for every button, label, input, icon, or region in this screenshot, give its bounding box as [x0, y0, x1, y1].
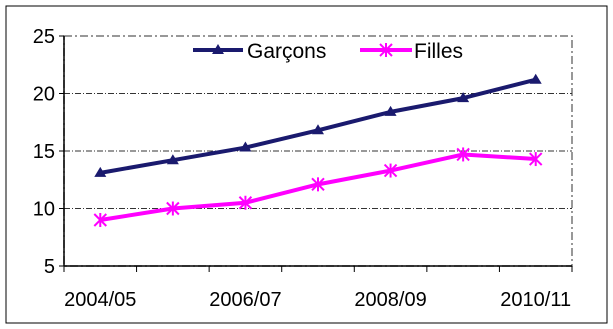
legend-marker-filles [379, 43, 393, 57]
x-tick-label: 2010/11 [500, 289, 571, 311]
data-point-garcons [312, 124, 324, 135]
y-tick-label: 25 [33, 26, 55, 48]
y-tick-label: 10 [33, 199, 55, 221]
data-point-filles [383, 163, 398, 178]
legend-label-garcons: Garçons [247, 40, 326, 63]
y-tick-label: 20 [33, 84, 55, 106]
y-tick-label: 5 [44, 256, 55, 278]
data-point-filles [529, 152, 543, 167]
x-tick-label: 2008/09 [354, 289, 426, 311]
data-point-garcons [94, 166, 107, 177]
y-tick-label: 15 [33, 141, 55, 163]
chart-frame [5, 5, 608, 324]
legend-marker-garcons [212, 44, 224, 54]
legend: Garçons Filles [193, 40, 463, 63]
data-point-filles [238, 195, 253, 210]
data-point-garcons [457, 92, 470, 103]
data-point-garcons [239, 141, 252, 152]
x-tick-label: 2004/05 [64, 289, 136, 311]
data-point-filles [311, 177, 325, 192]
legend-item-filles: Filles [360, 40, 463, 63]
data-point-garcons [529, 73, 542, 84]
data-point-garcons [384, 105, 397, 116]
x-tick-label: 2006/07 [209, 289, 281, 311]
legend-label-filles: Filles [414, 40, 463, 63]
legend-item-garcons: Garçons [193, 40, 326, 63]
data-point-filles [93, 213, 107, 227]
data-point-filles [166, 201, 180, 216]
data-point-garcons [166, 154, 179, 165]
data-point-filles [456, 147, 470, 162]
